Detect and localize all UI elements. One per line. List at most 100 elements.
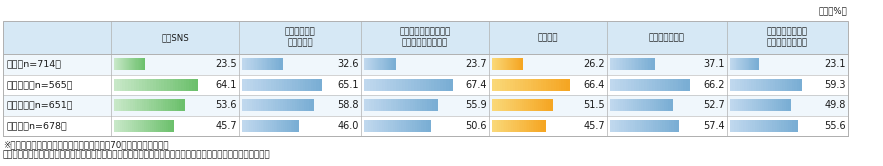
Bar [136,120,139,132]
Bar [3,75,848,95]
Bar [644,99,646,111]
Bar [123,79,126,91]
Bar [496,58,498,70]
Bar [184,79,187,91]
Bar [118,58,120,70]
Text: 50.6: 50.6 [465,121,487,131]
Bar [752,99,755,111]
Bar [376,58,378,70]
Text: アンケートで、「積極的に使っている」、「あまり使っていない」、「まったく使っていない」を回答した比率: アンケートで、「積極的に使っている」、「あまり使っていない」、「まったく使ってい… [3,151,271,160]
Bar [128,79,132,91]
Bar [751,58,753,70]
Bar [260,58,262,70]
Bar [279,79,283,91]
Bar [776,99,779,111]
Bar [426,120,428,132]
Bar [147,79,151,91]
Bar [273,58,275,70]
Bar [259,99,262,111]
Bar [667,120,670,132]
Bar [790,120,793,132]
Text: 日本（n=714）: 日本（n=714） [7,60,62,69]
Bar [517,58,518,70]
Text: 社内SNS: 社内SNS [161,33,189,42]
Bar [313,79,317,91]
Bar [731,58,733,70]
Bar [387,58,389,70]
Bar [379,58,381,70]
Bar [548,79,552,91]
Bar [626,120,629,132]
Bar [642,58,645,70]
Bar [736,58,738,70]
Bar [794,79,797,91]
Bar [261,99,264,111]
Bar [390,120,394,132]
Bar [412,120,415,132]
Bar [610,99,613,111]
Bar [3,21,848,136]
Bar [657,79,660,91]
Bar [264,120,267,132]
Text: 23.1: 23.1 [825,59,846,69]
Bar [785,79,788,91]
Bar [279,120,282,132]
Bar [771,79,774,91]
Bar [510,58,512,70]
Bar [155,79,160,91]
Bar [495,58,497,70]
Bar [259,120,261,132]
Bar [551,79,555,91]
Bar [136,79,140,91]
Bar [309,99,312,111]
Bar [426,79,429,91]
Bar [412,99,416,111]
Bar [617,58,620,70]
Bar [670,99,674,111]
Bar [497,120,500,132]
Bar [114,58,116,70]
Bar [379,79,382,91]
Bar [496,99,499,111]
Bar [405,79,409,91]
Bar [393,99,396,111]
Bar [615,99,617,111]
Bar [750,58,751,70]
Bar [162,120,164,132]
Bar [737,79,740,91]
Bar [516,99,518,111]
Bar [792,120,796,132]
Bar [446,79,449,91]
Bar [646,58,649,70]
Bar [752,58,754,70]
Text: 45.7: 45.7 [584,121,605,131]
Bar [740,99,743,111]
Bar [254,99,257,111]
Bar [634,79,637,91]
Bar [263,58,265,70]
Bar [509,58,511,70]
Bar [500,99,502,111]
Bar [667,99,669,111]
Bar [366,99,370,111]
Bar [742,99,744,111]
Bar [132,58,134,70]
Bar [383,58,385,70]
Bar [747,79,750,91]
Bar [743,120,746,132]
Bar [266,79,269,91]
Bar [615,58,618,70]
Bar [415,120,418,132]
Bar [246,58,248,70]
Bar [308,79,312,91]
Bar [781,120,784,132]
Bar [316,79,320,91]
Bar [736,58,737,70]
Bar [125,79,129,91]
Bar [147,120,151,132]
Bar [124,58,125,70]
Bar [742,58,743,70]
Bar [121,99,125,111]
Bar [668,99,671,111]
Bar [660,99,663,111]
